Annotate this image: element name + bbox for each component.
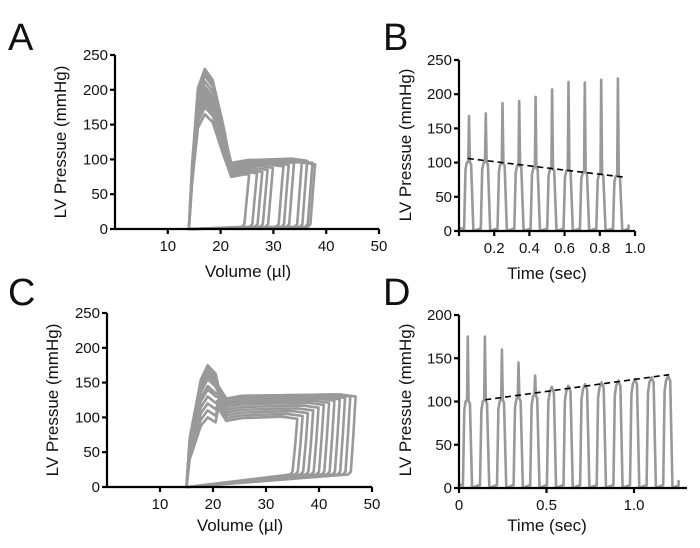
panel-a-xlabel: Volume (µl)	[205, 262, 291, 281]
x-tick-label: 0.8	[589, 240, 610, 257]
y-tick-label: 100	[83, 151, 108, 168]
y-tick-label: 0	[444, 223, 452, 240]
y-tick-label: 150	[427, 120, 452, 137]
y-tick-label: 0	[100, 221, 108, 238]
panel-letter-a: A	[8, 17, 34, 59]
y-tick-label: 250	[75, 305, 100, 322]
x-tick-label: 50	[364, 496, 381, 513]
pv-loop	[187, 67, 317, 231]
y-tick-label: 200	[83, 82, 108, 99]
panel-d-ylabel: LV Pressue (mmHg)	[396, 324, 415, 477]
y-tick-label: 0	[92, 479, 100, 496]
panel-a-ylabel: LV Pressue (mmHg)	[51, 66, 70, 219]
pv-loop	[185, 363, 357, 489]
x-tick-label: 0.2	[484, 240, 505, 257]
y-tick-label: 150	[75, 375, 100, 392]
y-tick-label: 150	[83, 117, 108, 134]
y-tick-label: 200	[427, 307, 452, 324]
panel-a: 0 50 100 150 200 250 10 20 30 40 50	[83, 47, 387, 255]
x-tick-label: 30	[265, 238, 282, 255]
x-tick-label: 0	[455, 497, 463, 514]
pressure-trace	[457, 335, 680, 490]
panel-letter-c: C	[8, 272, 35, 314]
y-tick-label: 200	[75, 340, 100, 357]
trend-line	[467, 157, 623, 178]
panel-d: 0 50 100 150 200 0 0.5 1.0	[427, 307, 687, 514]
pressure-trace	[458, 77, 630, 233]
x-tick-label: 50	[371, 238, 388, 255]
y-tick-label: 100	[75, 409, 100, 426]
y-tick-label: 150	[427, 350, 452, 367]
panel-letter-d: D	[383, 272, 410, 314]
panel-b-xlabel: Time (sec)	[507, 264, 587, 283]
y-tick-label: 50	[435, 189, 452, 206]
y-tick-label: 0	[444, 480, 452, 497]
x-tick-label: 20	[205, 496, 222, 513]
panel-d-xlabel: Time (sec)	[507, 516, 587, 535]
x-tick-label: 0.4	[519, 240, 540, 257]
y-tick-label: 250	[427, 52, 452, 69]
y-tick-label: 250	[83, 47, 108, 64]
panel-c-ylabel: LV Pressue (mmHg)	[43, 324, 62, 477]
x-tick-label: 0.6	[554, 240, 575, 257]
y-tick-label: 50	[83, 444, 100, 461]
trend-line	[485, 373, 670, 401]
panel-c: 0 50 100 150 200 250 10 20 30 40 50	[75, 305, 380, 513]
x-tick-label: 40	[311, 496, 328, 513]
panel-b-ylabel: LV Pressue (mmHg)	[396, 69, 415, 222]
x-tick-label: 1.0	[625, 240, 646, 257]
x-tick-label: 40	[318, 238, 335, 255]
x-tick-label: 10	[152, 496, 169, 513]
panel-b: 0 50 100 150 200 250 0.2 0.4 0.6 0.8 1.0	[427, 52, 645, 257]
y-tick-label: 100	[427, 394, 452, 411]
y-tick-label: 50	[435, 437, 452, 454]
panel-c-xlabel: Volume (µl)	[197, 516, 283, 535]
y-tick-label: 100	[427, 155, 452, 172]
y-tick-label: 50	[91, 186, 108, 203]
x-tick-label: 20	[212, 238, 229, 255]
x-tick-label: 10	[159, 238, 176, 255]
x-tick-label: 0.5	[536, 497, 557, 514]
x-tick-label: 30	[258, 496, 275, 513]
panel-letter-b: B	[383, 17, 408, 59]
y-tick-label: 200	[427, 86, 452, 103]
x-tick-label: 1.0	[624, 497, 645, 514]
